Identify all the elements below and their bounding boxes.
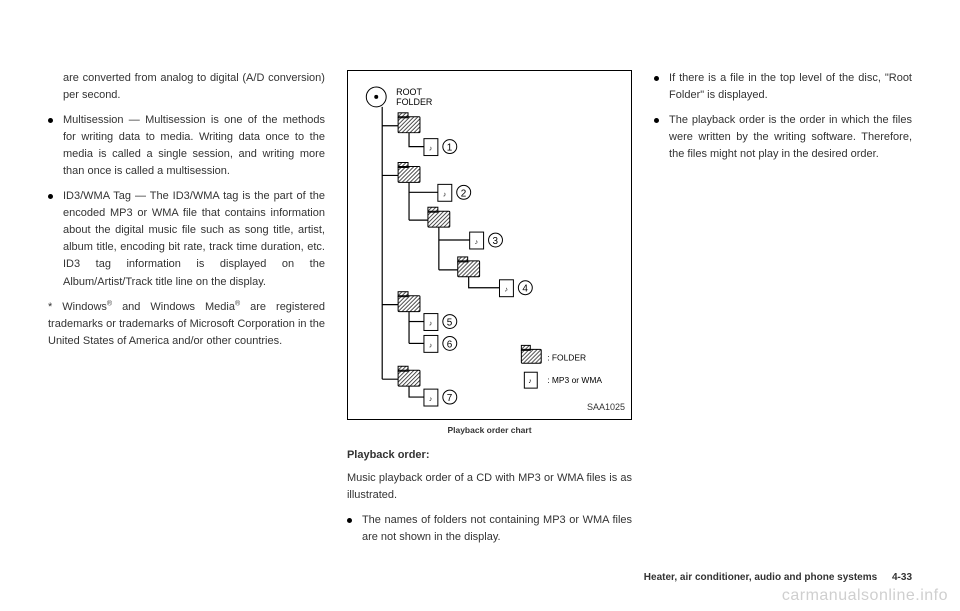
content-columns: are converted from analog to digital (A/… — [48, 70, 912, 554]
chart-id: SAA1025 — [587, 401, 625, 415]
bullet-icon — [48, 118, 53, 123]
continuation-text: are converted from analog to digital (A/… — [63, 70, 325, 104]
legend-folder-label: : FOLDER — [547, 352, 586, 362]
left-column: are converted from analog to digital (A/… — [48, 70, 325, 554]
bullet-text: Multisession — Multisession is one of th… — [63, 112, 325, 180]
bullet-item: ID3/WMA Tag — The ID3/WMA tag is the par… — [48, 188, 325, 290]
bullet-text: If there is a file in the top level of t… — [669, 70, 912, 104]
bullet-item: Multisession — Multisession is one of th… — [48, 112, 325, 180]
playback-intro: Music playback order of a CD with MP3 or… — [347, 470, 632, 504]
svg-text:5: 5 — [447, 318, 453, 329]
bullet-item: The playback order is the order in which… — [654, 112, 912, 163]
svg-text:2: 2 — [461, 188, 467, 199]
svg-text:♪: ♪ — [528, 378, 531, 385]
svg-text:♪: ♪ — [504, 287, 507, 294]
svg-text:♪: ♪ — [429, 321, 432, 328]
bullet-text: ID3/WMA Tag — The ID3/WMA tag is the par… — [63, 188, 325, 290]
root-label-2: FOLDER — [396, 97, 433, 107]
svg-text:♪: ♪ — [429, 396, 432, 403]
svg-text:1: 1 — [447, 143, 453, 154]
bullet-icon — [347, 518, 352, 523]
watermark: carmanualsonline.info — [782, 587, 948, 605]
playback-subhead: Playback order: — [347, 447, 632, 464]
page-number: 4-33 — [892, 572, 912, 583]
trademark-footnote: * Windows® and Windows Media® are regist… — [48, 299, 325, 350]
bullet-icon — [654, 118, 659, 123]
svg-text:♪: ♪ — [429, 146, 432, 153]
footnote-part: and Windows Media — [112, 301, 235, 313]
right-column: If there is a file in the top level of t… — [654, 70, 912, 554]
playback-chart-frame: ROOT FOLDER ♪ 1 — [347, 70, 632, 420]
svg-text:♪: ♪ — [475, 239, 478, 246]
svg-text:♪: ♪ — [429, 342, 432, 349]
playback-chart-svg: ROOT FOLDER ♪ 1 — [358, 81, 621, 409]
bullet-item: The names of folders not containing MP3 … — [347, 512, 632, 546]
footnote-part: * Windows — [48, 301, 107, 313]
bullet-icon — [48, 194, 53, 199]
svg-text:7: 7 — [447, 393, 453, 404]
svg-text:3: 3 — [492, 236, 498, 247]
page-footer: Heater, air conditioner, audio and phone… — [644, 572, 912, 583]
bullet-text: The names of folders not containing MP3 … — [362, 512, 632, 546]
svg-text:4: 4 — [522, 284, 528, 295]
middle-column: ROOT FOLDER ♪ 1 — [347, 70, 632, 554]
bullet-text: The playback order is the order in which… — [669, 112, 912, 163]
bullet-icon — [654, 76, 659, 81]
svg-text:6: 6 — [447, 339, 453, 350]
legend-file-label: : MP3 or WMA — [547, 375, 602, 385]
root-label-1: ROOT — [396, 87, 422, 97]
svg-text:♪: ♪ — [443, 191, 446, 198]
section-title: Heater, air conditioner, audio and phone… — [644, 572, 877, 583]
chart-caption: Playback order chart — [347, 424, 632, 437]
bullet-item: If there is a file in the top level of t… — [654, 70, 912, 104]
